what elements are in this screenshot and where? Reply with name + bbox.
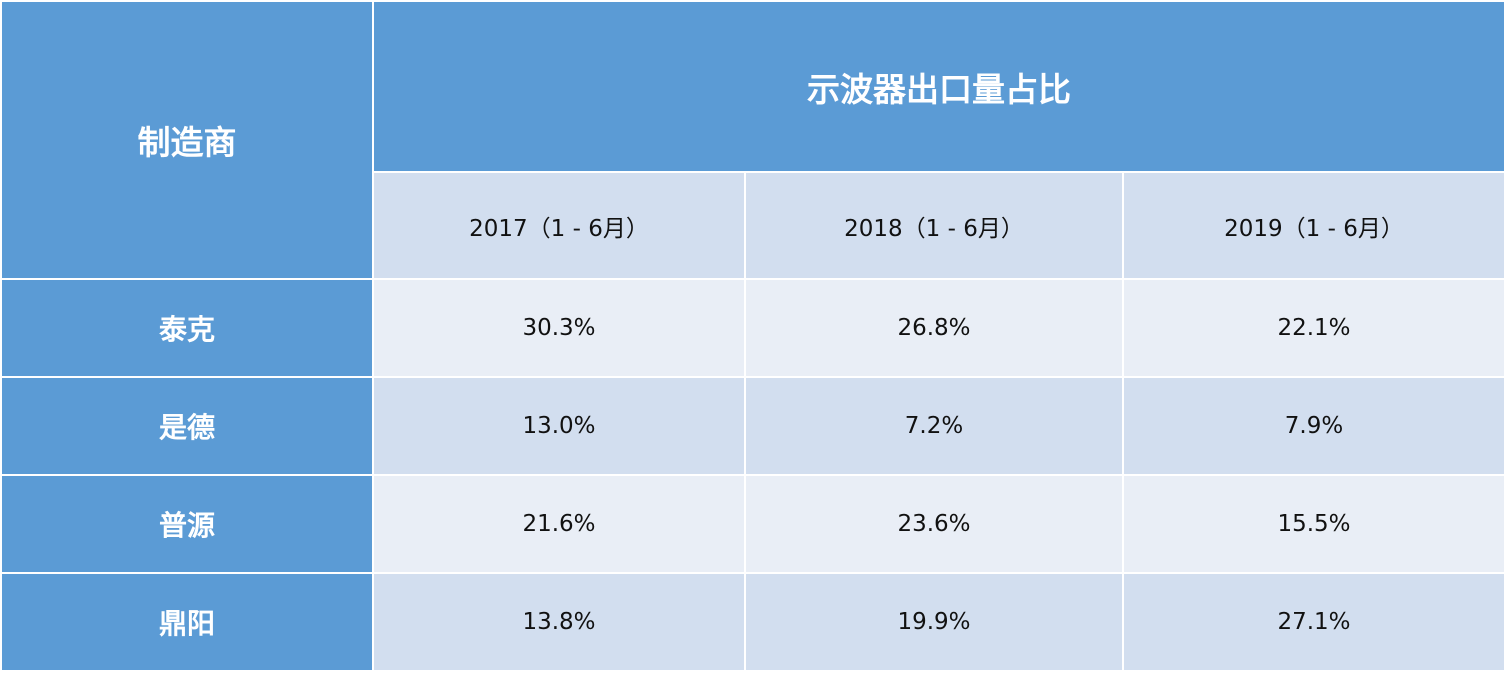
table-row: 泰克 30.3% 26.8% 22.1% bbox=[0, 278, 1506, 378]
table-row: 鼎阳 13.8% 19.9% 27.1% bbox=[0, 572, 1506, 672]
value-cell: 26.8% bbox=[744, 278, 1124, 378]
value-cell: 13.0% bbox=[372, 376, 746, 476]
table-title: 示波器出口量占比 bbox=[371, 0, 1506, 173]
value-cell: 22.1% bbox=[1121, 278, 1506, 378]
value-cell: 15.5% bbox=[1121, 474, 1506, 574]
value-cell: 30.3% bbox=[372, 278, 746, 378]
value-cell: 19.9% bbox=[744, 572, 1124, 672]
value-cell: 7.2% bbox=[744, 376, 1124, 476]
row-label: 鼎阳 bbox=[0, 572, 374, 672]
title-row: 制造商 示波器出口量占比 bbox=[0, 0, 1506, 280]
value-cell: 21.6% bbox=[372, 474, 746, 574]
manufacturer-header: 制造商 bbox=[0, 0, 374, 280]
value-cell: 27.1% bbox=[1121, 572, 1506, 672]
row-label: 是德 bbox=[0, 376, 374, 476]
table-row: 是德 13.0% 7.2% 7.9% bbox=[0, 376, 1506, 476]
period-header-row: 2017（1 - 6月） 2018（1 - 6月） 2019（1 - 6月） bbox=[1, 171, 1506, 280]
column-header-2018: 2018（1 - 6月） bbox=[744, 171, 1124, 280]
column-header-2019: 2019（1 - 6月） bbox=[1121, 171, 1506, 280]
value-cell: 23.6% bbox=[744, 474, 1124, 574]
value-cell: 13.8% bbox=[372, 572, 746, 672]
table-row: 普源 21.6% 23.6% 15.5% bbox=[0, 474, 1506, 574]
row-label: 普源 bbox=[0, 474, 374, 574]
row-label: 泰克 bbox=[0, 278, 374, 378]
value-cell: 7.9% bbox=[1121, 376, 1506, 476]
column-header-2017: 2017（1 - 6月） bbox=[372, 171, 746, 280]
